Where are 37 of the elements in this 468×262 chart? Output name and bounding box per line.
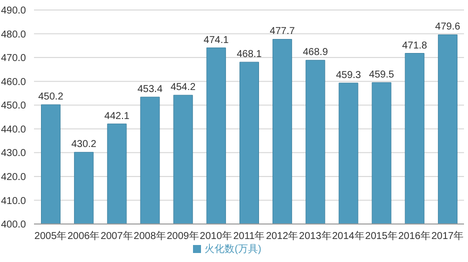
- x-tick-label: 2014年: [332, 230, 364, 242]
- x-tick-label: 2012年: [266, 230, 298, 242]
- y-tick-label: 480.0: [0, 29, 26, 40]
- data-label: 479.6: [435, 22, 461, 33]
- y-tick-label: 410.0: [0, 196, 26, 207]
- y-tick-label: 450.0: [0, 100, 26, 112]
- y-tick-label: 430.0: [0, 148, 26, 160]
- y-tick-label: 470.0: [0, 53, 26, 64]
- x-tick-label: 2015年: [365, 230, 398, 242]
- y-tick-label: 420.0: [0, 172, 26, 183]
- data-label: 442.1: [104, 110, 130, 122]
- data-label: 454.2: [170, 82, 196, 94]
- data-label: 468.9: [302, 47, 328, 58]
- data-label: 459.5: [369, 70, 394, 81]
- y-tick-label: 400.0: [0, 220, 26, 231]
- x-tick-label: 2006年: [67, 230, 100, 242]
- x-tick-label: 2011年: [233, 230, 265, 242]
- x-tick-label: 2013年: [299, 230, 332, 242]
- data-label: 450.2: [38, 92, 64, 103]
- x-tick-label: 2005年: [34, 230, 67, 242]
- x-tick-label: 2009年: [166, 230, 199, 242]
- legend-label: 火化数(万具): [204, 244, 262, 255]
- data-label: 477.7: [270, 26, 296, 38]
- x-tick-label: 2017年: [431, 230, 464, 242]
- data-label: 474.1: [204, 34, 230, 46]
- y-tick-label: 490.0: [0, 6, 26, 17]
- x-tick-label: 2010年: [200, 230, 232, 242]
- data-label: 471.8: [402, 40, 428, 52]
- data-label: 468.1: [236, 49, 262, 60]
- data-label: 453.4: [137, 84, 163, 96]
- y-tick-label: 460.0: [0, 76, 26, 88]
- x-tick-label: 2008年: [134, 230, 166, 242]
- y-tick-label: 440.0: [0, 124, 26, 136]
- x-tick-label: 2016年: [398, 230, 431, 242]
- data-label: 430.2: [71, 139, 97, 150]
- x-tick-label: 2007年: [100, 230, 133, 242]
- data-label: 459.3: [336, 70, 362, 81]
